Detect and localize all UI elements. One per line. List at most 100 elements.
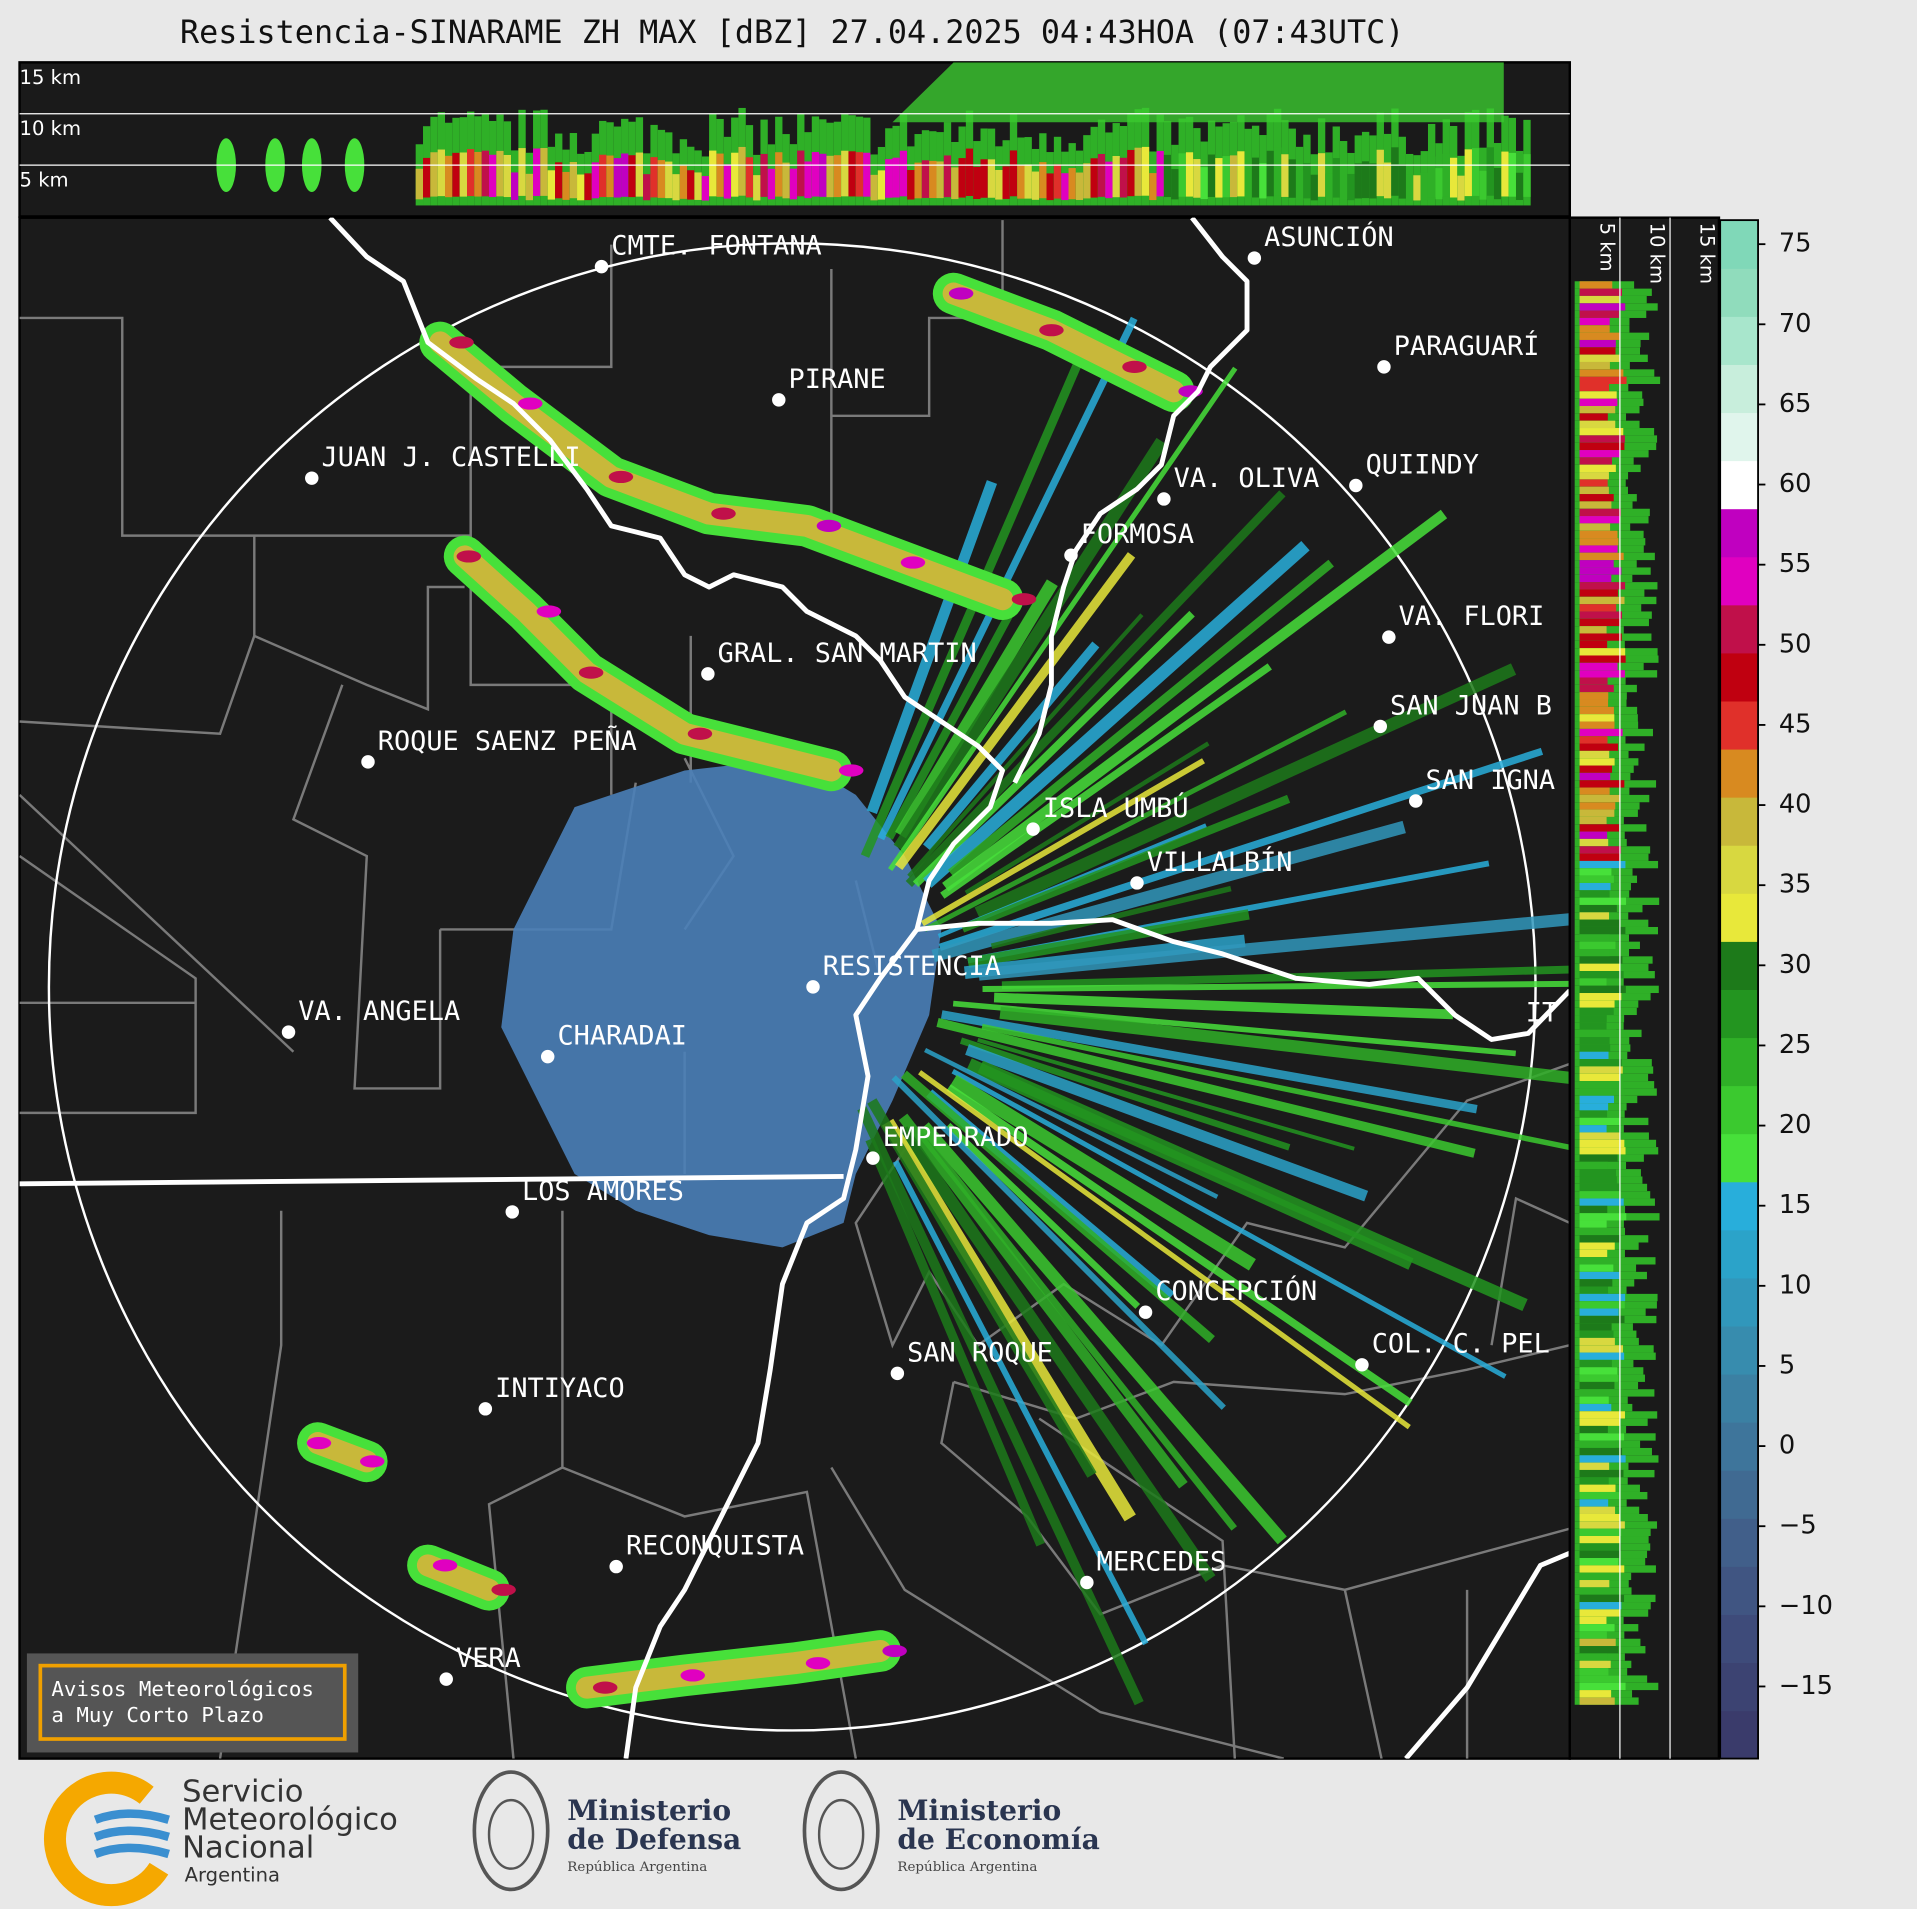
height-label: 10 km — [1645, 223, 1668, 284]
profile-cell — [1579, 1205, 1608, 1214]
profile-cell — [731, 152, 739, 197]
profile-cell — [1361, 161, 1370, 199]
colorbar-tick-label: 65 — [1779, 389, 1812, 419]
profile-cell — [569, 161, 578, 199]
profile-cell — [423, 157, 431, 198]
echo-ray — [898, 1113, 1188, 1489]
city-label: CMTE. FONTANA — [611, 231, 821, 262]
colorbar-segment — [1720, 1614, 1759, 1664]
city-dot — [609, 1559, 623, 1574]
profile-cell — [1579, 457, 1613, 465]
profile-cell — [481, 150, 490, 197]
echo-ray — [895, 579, 1058, 839]
echo-area — [501, 758, 942, 1248]
profile-cell — [1207, 154, 1216, 197]
profile-cell — [1369, 163, 1377, 199]
profile-cell — [1457, 175, 1465, 201]
echo-ray — [866, 480, 998, 815]
profile-cell — [518, 148, 526, 196]
profile-cell — [1083, 163, 1091, 199]
profile-cell — [1579, 1536, 1621, 1544]
echo-ray — [905, 490, 1286, 887]
profile-cell — [1579, 846, 1622, 854]
profile-cell — [1579, 1660, 1611, 1669]
echo-core — [306, 1436, 332, 1450]
profile-cell — [782, 162, 790, 199]
profile-cell — [1579, 684, 1614, 693]
profile-cell — [621, 153, 629, 197]
profile-cell — [1579, 692, 1609, 700]
profile-cell — [1579, 1301, 1625, 1309]
profile-cell — [1579, 1183, 1620, 1192]
echo-ray — [967, 909, 1250, 968]
city-dot — [701, 667, 715, 681]
profile-cell — [437, 149, 446, 197]
profile-cell — [452, 152, 460, 197]
echo-core — [432, 1559, 458, 1572]
profile-cell — [613, 158, 622, 198]
profile-cell — [1579, 567, 1622, 575]
profile-cell — [1579, 1565, 1625, 1573]
colorbar-segment — [1720, 268, 1759, 317]
profile-cell — [1579, 963, 1621, 972]
profile-cell — [775, 152, 783, 197]
profile-cell — [1579, 1381, 1615, 1390]
profile-cell — [1579, 420, 1616, 429]
profile-cell — [1579, 1125, 1607, 1133]
echo-ray — [951, 1069, 1507, 1379]
profile-cell — [1339, 166, 1348, 200]
echo-ray — [965, 1044, 1369, 1202]
profile-cell — [1579, 486, 1609, 495]
profile-cell — [1579, 1081, 1624, 1089]
echo-ray — [946, 1084, 1413, 1407]
profile-cell — [1273, 147, 1282, 196]
profile-cell — [907, 170, 915, 200]
profile-cell — [503, 154, 512, 198]
city-label: SAN IGNA — [1426, 765, 1556, 796]
echo-core — [360, 1455, 385, 1468]
echo-ray — [865, 1137, 1045, 1547]
profile-cell — [1579, 706, 1614, 715]
profile-cell — [1579, 1044, 1611, 1052]
colorbar-segment — [1720, 1277, 1759, 1327]
echo-ray — [947, 559, 1334, 877]
echo-ray — [857, 1106, 1144, 1706]
profile-cell — [1579, 1609, 1621, 1617]
colorbar-segment — [1720, 508, 1759, 558]
echo-core — [536, 605, 562, 618]
profile-cell — [1112, 156, 1120, 198]
notice-box — [26, 1653, 359, 1753]
city-dot — [1382, 630, 1396, 644]
colorbar-tick-label: 50 — [1779, 629, 1812, 659]
colorbar-tick-label: 30 — [1779, 950, 1812, 980]
profile-cell — [1579, 472, 1609, 480]
city-dot — [1247, 251, 1262, 265]
logo-text: República Argentina — [897, 1860, 1037, 1875]
profile-cell — [459, 152, 468, 197]
profile-cell — [929, 160, 937, 199]
profile-cell — [1579, 1587, 1611, 1595]
profile-cell — [1383, 162, 1392, 199]
echo-ray — [900, 1070, 1215, 1344]
profile-cell — [467, 149, 475, 197]
echo-ray — [960, 794, 1291, 933]
smn-ring — [44, 1771, 169, 1907]
profile-cell — [1579, 956, 1623, 964]
profile-cell — [1579, 794, 1621, 803]
profile-cell — [1579, 890, 1610, 898]
profile-cell — [1579, 428, 1624, 436]
profile-cell — [1579, 772, 1611, 781]
echo-ray — [888, 366, 1238, 872]
profile-cell — [1097, 153, 1106, 197]
profile-cell — [1332, 158, 1340, 198]
profile-cell — [1579, 1653, 1608, 1661]
profile-cell — [1579, 1389, 1624, 1397]
profile-cell — [1579, 618, 1621, 627]
city-dot — [866, 1151, 880, 1165]
profile-cell — [415, 168, 424, 200]
profile-cell — [1579, 1462, 1610, 1470]
profile-cell — [1579, 354, 1620, 362]
profile-cell — [1579, 765, 1613, 773]
profile-cell — [1579, 1682, 1626, 1691]
